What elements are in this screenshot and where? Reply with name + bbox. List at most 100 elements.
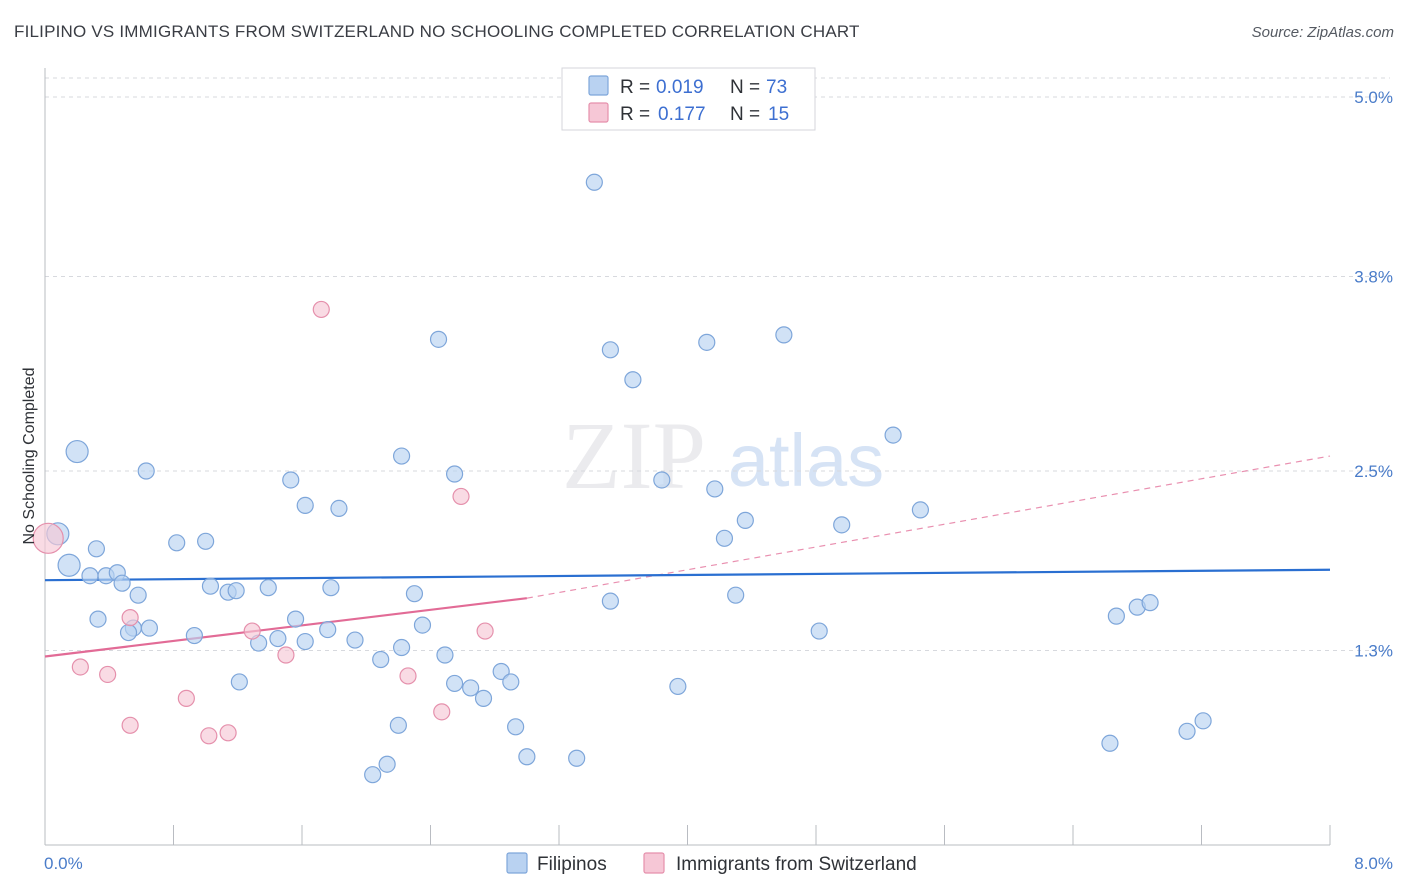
point-filipinos-6: [89, 610, 107, 628]
point-switzerland-14: [476, 622, 494, 640]
point-filipinos-45: [507, 718, 525, 736]
point-filipinos-14: [185, 626, 203, 645]
point-filipinos-68: [1178, 722, 1196, 740]
point-filipinos-60: [810, 622, 828, 640]
point-filipinos-23: [286, 610, 305, 628]
point-filipinos-37: [413, 616, 432, 634]
legend-n-value-2: 15: [768, 104, 789, 125]
point-switzerland-3: [121, 716, 139, 734]
point-switzerland-9: [277, 646, 295, 664]
bottom-legend-swatch-switzerland: [643, 852, 665, 874]
point-filipinos-55: [706, 480, 724, 498]
point-filipinos-70: [137, 462, 155, 480]
point-filipinos-35: [392, 447, 411, 465]
point-filipinos-3: [81, 567, 99, 585]
point-switzerland-0: [32, 522, 64, 554]
point-switzerland-2: [99, 665, 117, 684]
point-filipinos-28: [330, 499, 348, 517]
legend-r-label-1: R =: [620, 77, 650, 98]
point-filipinos-40: [445, 674, 464, 693]
stats-legend: R = 0.019 N = 73 R = 0.177 N = 15: [561, 67, 816, 131]
point-filipinos-50: [601, 592, 620, 610]
point-filipinos-16: [201, 577, 220, 595]
point-filipinos-51: [624, 371, 642, 389]
point-filipinos-19: [230, 673, 248, 691]
point-filipinos-44: [502, 673, 520, 691]
bottom-legend-filipinos: Filipinos: [537, 854, 607, 875]
point-switzerland-6: [200, 727, 218, 745]
point-filipinos-2: [57, 553, 81, 577]
point-filipinos-65: [1107, 607, 1125, 625]
point-switzerland-10: [312, 300, 330, 319]
y-tick-label-1: 3.8%: [1354, 268, 1393, 287]
point-filipinos-12: [140, 619, 159, 637]
point-filipinos-21: [259, 579, 277, 597]
trend-lines: [44, 455, 1331, 658]
point-filipinos-10: [119, 623, 138, 642]
point-filipinos-42: [474, 689, 493, 707]
point-filipinos-31: [372, 650, 390, 669]
point-filipinos-13: [168, 534, 186, 552]
point-filipinos-27: [322, 579, 340, 597]
point-filipinos-33: [389, 716, 407, 734]
point-filipinos-46: [518, 748, 536, 766]
point-filipinos-15: [197, 532, 215, 550]
point-filipinos-25: [296, 496, 314, 515]
watermark-zip: ZIP: [562, 402, 706, 509]
legend-r-value-2: 0.177: [658, 104, 706, 125]
point-filipinos-38: [429, 330, 448, 348]
point-filipinos-56: [715, 529, 734, 547]
point-filipinos-63: [911, 501, 930, 519]
trend-line-filipinos: [44, 568, 1331, 582]
point-filipinos-24: [296, 632, 314, 651]
legend-r-label-2: R =: [620, 104, 650, 125]
point-filipinos-36: [405, 585, 424, 603]
point-switzerland-13: [452, 487, 470, 506]
y-axis-label: No Schooling Completed: [21, 368, 38, 545]
point-filipinos-39: [436, 646, 454, 664]
point-filipinos-54: [698, 333, 716, 351]
point-switzerland-8: [243, 622, 261, 640]
legend-swatch-filipinos: [588, 75, 609, 96]
y-tick-label-3: 1.3%: [1354, 642, 1393, 661]
legend-swatch-switzerland: [588, 102, 609, 123]
watermark-atlas: atlas: [728, 419, 884, 502]
chart-title: FILIPINO VS IMMIGRANTS FROM SWITZERLAND …: [14, 22, 860, 41]
point-switzerland-1: [71, 658, 89, 676]
legend-n-label-1: N =: [730, 77, 760, 98]
data-points: [32, 173, 1212, 784]
x-tick-label-min: 0.0%: [44, 854, 83, 873]
grid-lines: [45, 77, 1390, 652]
point-filipinos-34: [392, 638, 411, 657]
point-filipinos-18: [227, 582, 245, 600]
point-filipinos-61: [833, 516, 851, 534]
point-filipinos-32: [378, 755, 396, 773]
point-filipinos-41: [462, 679, 480, 697]
legend-r-value-1: 0.019: [656, 77, 704, 98]
legend-n-label-2: N =: [730, 104, 760, 125]
y-tick-label-2: 2.5%: [1354, 462, 1393, 481]
point-filipinos-47: [568, 749, 586, 767]
source-prefix: Source:: [1251, 24, 1304, 41]
point-filipinos-52: [653, 471, 671, 489]
point-filipinos-26: [319, 620, 337, 639]
point-filipinos-62: [884, 426, 902, 444]
point-switzerland-5: [177, 689, 195, 707]
point-filipinos-29: [346, 631, 364, 649]
tick-labels: 5.0% 3.8% 2.5% 1.3% 0.0% 8.0%: [44, 88, 1393, 873]
point-filipinos-67: [1141, 594, 1159, 612]
point-filipinos-1: [65, 439, 89, 464]
point-filipinos-57: [727, 586, 745, 604]
point-filipinos-8: [113, 574, 131, 592]
point-switzerland-7: [219, 724, 237, 742]
point-filipinos-30: [364, 766, 382, 784]
point-filipinos-5: [87, 540, 106, 558]
point-switzerland-4: [121, 609, 139, 627]
point-filipinos-53: [669, 677, 687, 696]
point-switzerland-11: [399, 667, 417, 685]
source-credit: Source: ZipAtlas.com: [1252, 24, 1394, 41]
point-filipinos-48: [585, 173, 603, 191]
legend-n-value-1: 73: [766, 77, 787, 98]
